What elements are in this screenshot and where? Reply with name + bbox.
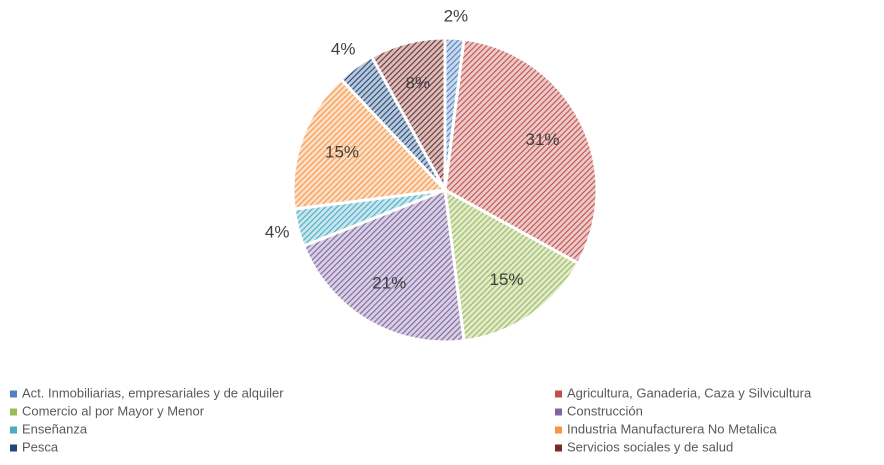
data-label: 15% xyxy=(489,270,523,289)
legend-label: Comercio al por Mayor y Menor xyxy=(22,403,205,418)
legend-swatch xyxy=(555,408,562,416)
legend-swatch xyxy=(10,444,17,452)
pie-slice xyxy=(443,37,599,266)
data-label: 4% xyxy=(331,39,356,58)
legend-label: Pesca xyxy=(22,439,59,454)
pie-slice xyxy=(301,187,466,344)
legend-label: Enseñanza xyxy=(22,421,88,436)
legend-label: Servicios sociales y de salud xyxy=(567,439,733,454)
pie-slice xyxy=(291,77,449,211)
legend-label: Act. Inmobiliarias, empresariales y de a… xyxy=(22,385,284,400)
data-label: 2% xyxy=(444,7,469,26)
legend-swatch xyxy=(10,408,17,416)
data-label: 15% xyxy=(325,142,359,161)
legend-swatch xyxy=(555,390,562,398)
data-label: 31% xyxy=(525,130,559,149)
legend-swatch xyxy=(555,444,562,452)
legend-label: Construcción xyxy=(567,403,643,418)
pie-slice xyxy=(369,36,447,191)
pie-slice xyxy=(443,187,581,343)
data-label: 21% xyxy=(372,274,406,293)
data-label: 4% xyxy=(265,223,290,242)
legend-swatch xyxy=(10,426,17,434)
legend-label: Industria Manufacturera No Metalica xyxy=(567,421,777,436)
legend-swatch xyxy=(10,390,17,398)
data-label: 8% xyxy=(405,73,430,92)
legend-label: Agricultura, Ganaderia, Caza y Silvicult… xyxy=(567,385,812,400)
legend-swatch xyxy=(555,426,562,434)
